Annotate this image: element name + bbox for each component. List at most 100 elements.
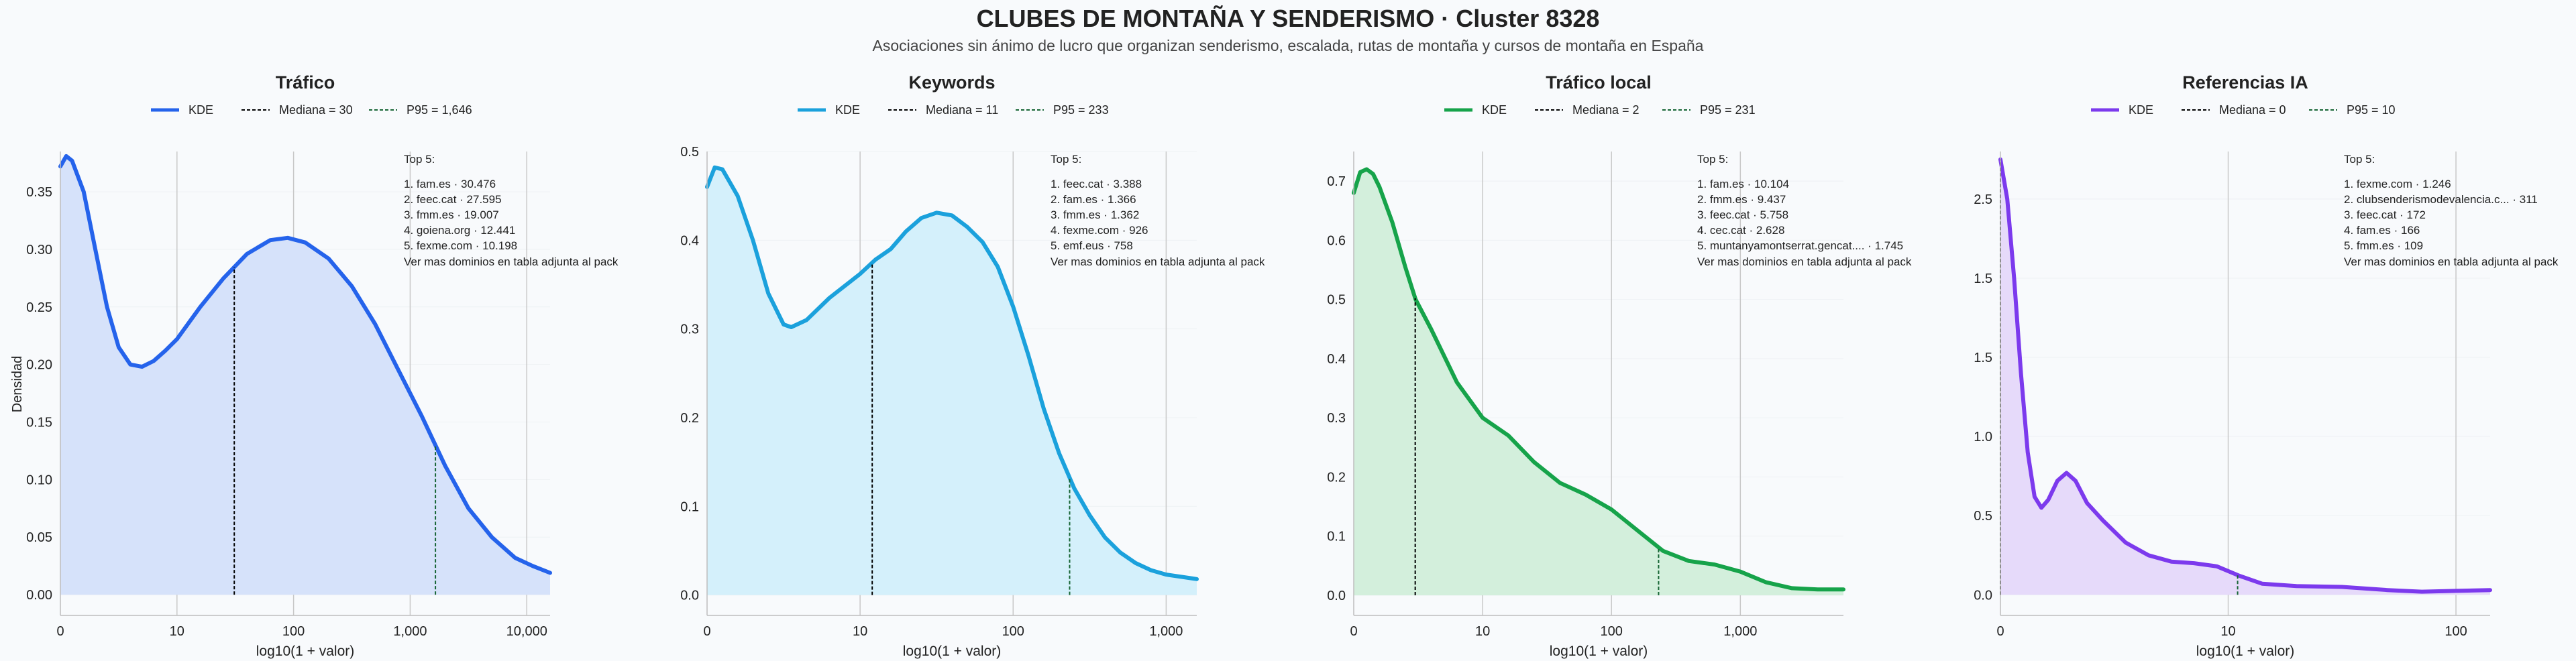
top5-title: Top 5: xyxy=(1697,153,1728,166)
y-tick-label: 0.0 xyxy=(1327,589,1346,603)
panel-title: Keywords xyxy=(908,72,995,93)
y-tick-label: 0.05 xyxy=(26,530,52,545)
x-axis-label: log10(1 + valor) xyxy=(256,644,355,659)
x-tick-label: 1,000 xyxy=(393,624,427,639)
top5-title: Top 5: xyxy=(1051,153,1081,166)
y-tick-label: 1.0 xyxy=(1974,430,1992,444)
kde-area xyxy=(2000,159,2490,595)
top5-item: 3. fmm.es · 1.362 xyxy=(1051,208,1139,221)
top5-item: 1. fexme.com · 1.246 xyxy=(2344,178,2451,190)
legend: KDE Mediana = 2 P95 = 231 xyxy=(1444,103,1756,117)
top5-item: 1. fam.es · 10.104 xyxy=(1697,178,1789,190)
y-tick-label: 0.0 xyxy=(680,589,699,603)
y-tick-label: 0.5 xyxy=(680,145,699,160)
top5-item: 5. fexme.com · 10.198 xyxy=(404,239,517,252)
x-tick-label: 0 xyxy=(1996,624,2004,639)
top5-item: 5. muntanyamontserrat.gencat.... · 1.745 xyxy=(1697,239,1903,252)
kde-line xyxy=(1998,157,2492,594)
top5-note: Ver mas dominios en tabla adjunta al pac… xyxy=(404,255,619,268)
kde-line xyxy=(705,165,1199,581)
x-tick-label: 1,000 xyxy=(1149,624,1183,639)
top5-title: Top 5: xyxy=(2344,153,2375,166)
top5-item: 4. goiena.org · 12.441 xyxy=(404,224,515,237)
legend: KDE Mediana = 30 P95 = 1,646 xyxy=(151,103,472,117)
top5-note: Ver mas dominios en tabla adjunta al pac… xyxy=(1051,255,1265,268)
y-tick-label: 0.30 xyxy=(26,243,52,257)
panel-title: Tráfico xyxy=(276,72,335,93)
top5-note: Ver mas dominios en tabla adjunta al pac… xyxy=(2344,255,2559,268)
top5-item: 1. feec.cat · 3.388 xyxy=(1051,178,1142,190)
kde-line xyxy=(58,154,552,575)
x-tick-label: 100 xyxy=(2445,624,2467,639)
top5-item: 4. cec.cat · 2.628 xyxy=(1697,224,1784,237)
x-tick-label: 10 xyxy=(853,624,867,639)
panel-title: Tráfico local xyxy=(1546,72,1652,93)
top5-item: 4. fexme.com · 926 xyxy=(1051,224,1148,237)
y-tick-label: 0.2 xyxy=(680,411,699,426)
legend: KDE Mediana = 11 P95 = 233 xyxy=(798,103,1109,117)
figure-subtitle: Asociaciones sin ánimo de lucro que orga… xyxy=(873,37,1704,54)
y-tick-label: 0.15 xyxy=(26,416,52,430)
legend-label: P95 = 1,646 xyxy=(407,103,472,117)
legend-label: Mediana = 30 xyxy=(279,103,353,117)
legend-label: Mediana = 11 xyxy=(926,103,998,117)
y-tick-label: 0.4 xyxy=(680,233,699,248)
panels: Tráfico KDE Mediana = 30 P95 = 1,646 0.0 0 0.0… xyxy=(26,72,2559,659)
x-tick-label: 10 xyxy=(1475,624,1490,639)
y-tick-label: 0.1 xyxy=(1327,530,1346,544)
y-tick-label: 2.5 xyxy=(1974,192,1992,207)
x-axis-label: log10(1 + valor) xyxy=(1550,644,1648,659)
x-tick-label: 0 xyxy=(1350,624,1357,639)
top5-item: 3. feec.cat · 172 xyxy=(2344,208,2426,221)
legend-label: P95 = 233 xyxy=(1053,103,1109,117)
kde-line xyxy=(1352,167,1845,592)
y-tick-label: 0.4 xyxy=(1327,352,1346,367)
x-tick-label: 100 xyxy=(1601,624,1623,639)
y-tick-label: 0.0 xyxy=(1974,588,1992,603)
y-tick-label: 1.5 xyxy=(1974,272,1992,286)
y-axis-label: Densidad xyxy=(10,356,25,413)
legend-label: KDE xyxy=(835,103,860,117)
x-tick-label: 1,000 xyxy=(1723,624,1757,639)
y-tick-label: 0.5 xyxy=(1327,293,1346,308)
x-tick-label: 100 xyxy=(1002,624,1024,639)
top5-item: 2. fam.es · 1.366 xyxy=(1051,193,1136,206)
panel-1: Keywords KDE Mediana = 11 P95 = 233 0.0 0.1 0.… xyxy=(680,72,1265,659)
y-tick-label: 0.10 xyxy=(26,473,52,487)
top5-note: Ver mas dominios en tabla adjunta al pac… xyxy=(1697,255,1912,268)
panel-3: Referencias IA KDE Mediana = 0 P95 = 10 0.0 0… xyxy=(1974,72,2559,659)
x-tick-label: 100 xyxy=(282,624,305,639)
x-tick-label: 10 xyxy=(2220,624,2235,639)
legend: KDE Mediana = 0 P95 = 10 xyxy=(2091,103,2396,117)
top5-item: 4. fam.es · 166 xyxy=(2344,224,2420,237)
top5-item: 5. emf.eus · 758 xyxy=(1051,239,1133,252)
legend-label: KDE xyxy=(1482,103,1507,117)
kde-area xyxy=(707,167,1197,595)
y-tick-label: 0.25 xyxy=(26,300,52,315)
panel-title: Referencias IA xyxy=(2182,72,2308,93)
top5-item: 5. fmm.es · 109 xyxy=(2344,239,2423,252)
top5-item: 2. feec.cat · 27.595 xyxy=(404,193,502,206)
top5-item: 3. fmm.es · 19.007 xyxy=(404,208,499,221)
y-tick-label: 0.6 xyxy=(1327,233,1346,248)
x-tick-label: 10,000 xyxy=(506,624,547,639)
legend-label: P95 = 231 xyxy=(1700,103,1756,117)
y-tick-label: 0.2 xyxy=(1327,470,1346,485)
y-tick-label: 0.3 xyxy=(1327,411,1346,426)
y-tick-label: 0.35 xyxy=(26,185,52,200)
y-tick-label: 0.7 xyxy=(1327,174,1346,189)
legend-label: KDE xyxy=(189,103,213,117)
legend-label: P95 = 10 xyxy=(2347,103,2396,117)
y-tick-label: 1.5 xyxy=(1974,351,1992,365)
panel-0: Tráfico KDE Mediana = 30 P95 = 1,646 0.00 0.0… xyxy=(26,72,619,659)
y-tick-label: 0.3 xyxy=(680,322,699,337)
x-tick-label: 10 xyxy=(170,624,184,639)
kde-area xyxy=(60,156,550,595)
x-tick-label: 0 xyxy=(56,624,64,639)
x-axis-label: log10(1 + valor) xyxy=(903,644,1002,659)
y-tick-label: 0.20 xyxy=(26,358,52,373)
top5-item: 3. feec.cat · 5.758 xyxy=(1697,208,1788,221)
y-tick-label: 0.5 xyxy=(1974,509,1992,524)
legend-label: Mediana = 2 xyxy=(1572,103,1640,117)
kde-area xyxy=(1354,169,1843,595)
